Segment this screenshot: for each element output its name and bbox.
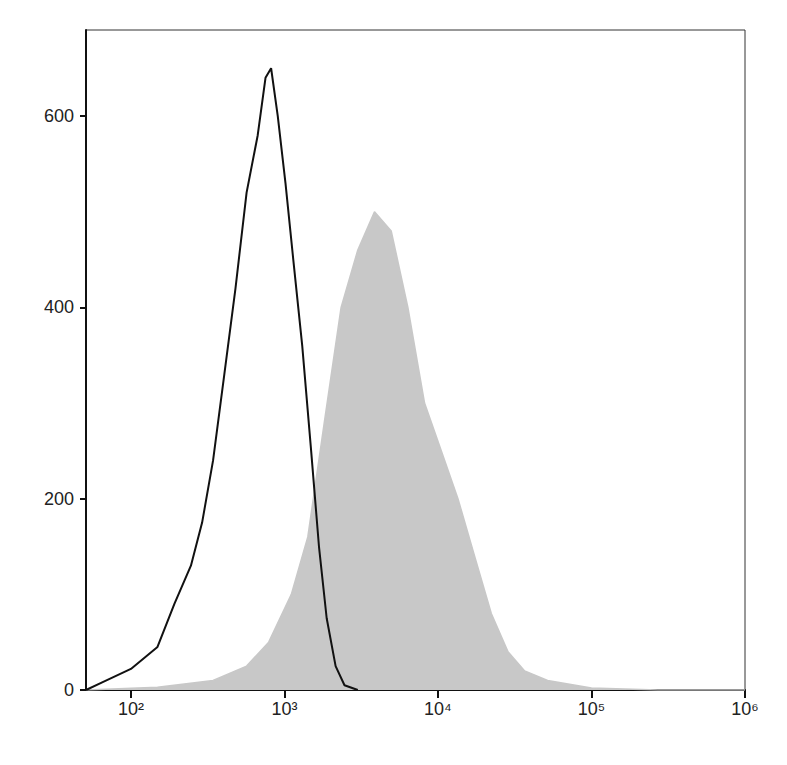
svg-text:10⁶: 10⁶ (731, 699, 758, 719)
svg-text:400: 400 (44, 297, 74, 317)
svg-text:10²: 10² (118, 699, 144, 719)
svg-text:10⁵: 10⁵ (578, 699, 605, 719)
svg-text:10⁴: 10⁴ (424, 699, 452, 719)
svg-text:0: 0 (64, 680, 74, 700)
svg-text:600: 600 (44, 106, 74, 126)
svg-text:200: 200 (44, 489, 74, 509)
svg-text:10³: 10³ (271, 699, 297, 719)
